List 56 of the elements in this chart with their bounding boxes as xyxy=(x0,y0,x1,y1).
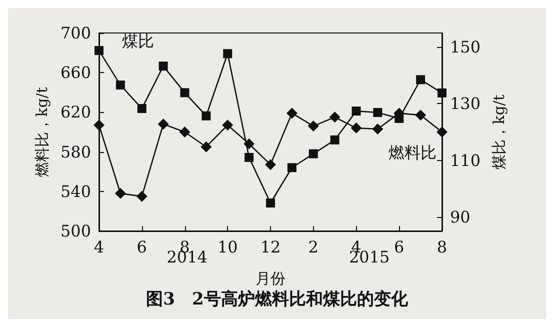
x-axis-title: 月份 xyxy=(256,270,286,288)
series-label: 煤比 xyxy=(122,32,154,51)
y-tick-label: 700 xyxy=(60,24,91,42)
point xyxy=(94,46,104,56)
point xyxy=(114,188,126,199)
point xyxy=(415,110,426,121)
x-tick-label: 6 xyxy=(136,238,147,256)
point xyxy=(308,120,319,132)
point xyxy=(416,75,426,84)
point xyxy=(436,126,448,138)
series-label: 燃料比 xyxy=(388,143,437,162)
point xyxy=(180,88,190,98)
point xyxy=(438,88,446,98)
point xyxy=(116,80,125,90)
text: 图3 2号高炉燃料比和煤比的变化 xyxy=(146,290,409,310)
y2-tick-label: 130 xyxy=(450,94,481,114)
point xyxy=(244,138,255,150)
point xyxy=(352,106,361,116)
x-tick-label: 6 xyxy=(394,238,404,256)
y2-tick-label: 90 xyxy=(450,207,470,226)
point xyxy=(200,141,212,152)
point xyxy=(222,120,234,131)
point xyxy=(373,108,382,117)
point xyxy=(244,152,254,162)
y2-axis-title: 煤比，kg/t xyxy=(490,94,508,170)
point xyxy=(308,149,318,158)
point xyxy=(287,163,296,172)
point xyxy=(394,114,404,123)
point xyxy=(136,190,148,202)
y-tick-label: 540 xyxy=(60,182,91,201)
point xyxy=(202,111,211,120)
y-tick-label: 500 xyxy=(60,222,91,240)
y-tick-label: 660 xyxy=(60,63,91,82)
x-tick-label: 2 xyxy=(308,238,318,256)
point xyxy=(265,159,276,170)
y-axis-title: 燃料比，kg/t xyxy=(33,87,52,177)
point xyxy=(372,124,384,135)
point xyxy=(137,104,146,114)
x-tick-label: 8 xyxy=(436,238,448,256)
point xyxy=(158,118,169,130)
y2-tick-label: 110 xyxy=(450,150,481,170)
point xyxy=(286,108,298,119)
point xyxy=(179,126,190,138)
point xyxy=(329,112,340,123)
x-tick-label: 4 xyxy=(94,238,104,256)
point xyxy=(266,198,275,208)
point xyxy=(223,49,232,58)
x-tick-label: 10 xyxy=(217,238,238,256)
point xyxy=(94,120,104,131)
point xyxy=(158,62,168,71)
y-tick-label: 620 xyxy=(60,102,91,122)
point xyxy=(350,122,362,134)
point xyxy=(330,135,340,144)
y-tick-label: 580 xyxy=(60,142,91,162)
y2-tick-label: 150 xyxy=(450,38,481,57)
x-tick-label: 12 xyxy=(260,238,281,256)
